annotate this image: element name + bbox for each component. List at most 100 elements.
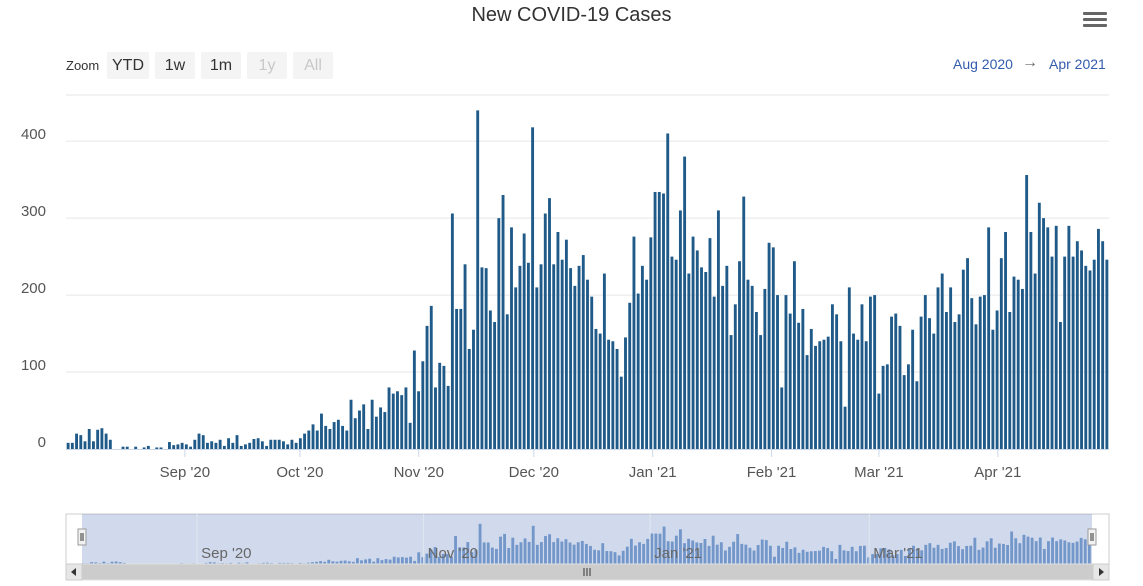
navigator-bar (315, 561, 318, 564)
navigator-bar (756, 545, 760, 564)
navigator-bar (237, 562, 241, 564)
bar (695, 250, 699, 449)
navigator-bar (519, 542, 523, 564)
navigator-bar (511, 537, 515, 564)
bar (666, 133, 670, 450)
navigator-bar (883, 547, 887, 564)
navigator-bar (552, 542, 556, 564)
bar (902, 375, 906, 449)
bar (526, 262, 530, 449)
navigator-bar (323, 561, 327, 564)
navigator-bar (593, 549, 596, 564)
navigator-right-handle[interactable] (1087, 528, 1097, 546)
navigator-bar (642, 543, 646, 564)
bar (189, 446, 192, 449)
navigator-bar (343, 560, 347, 564)
navigator-left-handle[interactable] (77, 528, 87, 546)
navigator-label: Nov '20 (428, 545, 478, 562)
bar (746, 279, 750, 449)
zoom-all-button: All (293, 52, 333, 79)
navigator-bar (920, 550, 924, 564)
handle-body (77, 528, 87, 546)
navigator-bar (425, 553, 429, 564)
bar (839, 341, 843, 449)
bar (476, 110, 480, 449)
navigator-bar (450, 556, 453, 564)
bar (307, 430, 311, 449)
bar (1105, 259, 1109, 449)
navigator-bar (319, 561, 323, 564)
navigator-bar (1075, 541, 1079, 564)
navigator-bar (760, 539, 764, 564)
bar (560, 259, 564, 449)
navigator-bar (961, 549, 965, 564)
navigator-bar (1022, 534, 1026, 564)
navigator-bar (879, 548, 883, 564)
navigator-bar (114, 561, 118, 564)
navigator-bar (662, 526, 666, 564)
bar (1008, 312, 1012, 449)
bar (1033, 273, 1037, 449)
bar (218, 439, 222, 449)
bar (248, 442, 252, 449)
bar (987, 227, 991, 449)
navigator-label: Jan '21 (654, 545, 702, 562)
navigator-bar (376, 558, 380, 564)
bar (282, 441, 285, 449)
bar (1097, 228, 1100, 449)
navigator-bar (854, 551, 858, 564)
bar (1029, 231, 1033, 449)
bar (577, 265, 581, 449)
navigator-bar (748, 547, 752, 564)
bar (459, 308, 463, 449)
bar (104, 433, 108, 449)
navigator-bar (989, 538, 993, 564)
navigator-bar (952, 541, 956, 564)
navigator-bar (597, 550, 601, 564)
bar (1004, 231, 1007, 449)
bar (1063, 256, 1067, 449)
navigator-bar (940, 548, 944, 564)
bar (480, 267, 484, 449)
hamburger-menu-icon[interactable] (1083, 10, 1107, 32)
bar (936, 287, 940, 449)
scrollbar[interactable] (65, 563, 1110, 581)
bar (564, 239, 568, 449)
bar (244, 444, 247, 449)
navigator-bar (834, 558, 838, 564)
zoom-ytd-button[interactable]: YTD (107, 52, 149, 79)
bar (421, 361, 425, 449)
bar (1012, 276, 1016, 449)
navigator-bar (1026, 536, 1030, 564)
navigator-bar (400, 557, 404, 564)
bar (763, 288, 767, 449)
bar (159, 447, 163, 449)
navigator-bar (298, 562, 302, 564)
navigator-bar (560, 541, 564, 564)
bar (700, 267, 703, 449)
navigator-bar (1067, 542, 1071, 564)
range-from[interactable]: Aug 2020 (953, 56, 1013, 72)
bar (434, 387, 437, 449)
y-tick-label: 400 (21, 126, 46, 143)
navigator-bar (891, 555, 895, 564)
navigator-bar (646, 538, 650, 564)
navigator-bar (691, 540, 695, 564)
bar (121, 446, 125, 449)
zoom-1m-button[interactable]: 1m (201, 52, 241, 79)
navigator-bar (924, 544, 928, 564)
bar (716, 210, 720, 449)
bar (725, 265, 729, 449)
range-to[interactable]: Apr 2021 (1049, 56, 1106, 72)
zoom-1w-button[interactable]: 1w (155, 52, 195, 79)
bar (96, 429, 100, 449)
bar (417, 391, 421, 449)
y-tick-label: 300 (21, 203, 46, 220)
navigator-bar (907, 548, 911, 564)
navigator-bar (564, 539, 568, 564)
bar (805, 355, 809, 449)
bar (100, 428, 104, 449)
bar (168, 442, 171, 449)
bar (66, 442, 70, 449)
navigator-bar (544, 536, 547, 564)
